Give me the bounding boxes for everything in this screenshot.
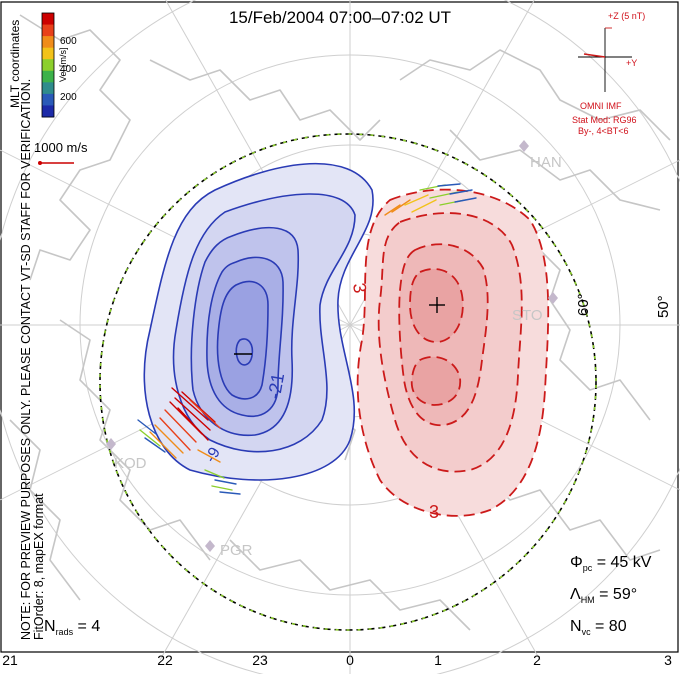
nrads-value: = 4 bbox=[77, 618, 101, 635]
nrads-sub: rads bbox=[55, 627, 74, 638]
colorbar-tick-400: 400 bbox=[60, 64, 77, 75]
stat-model: Stat Mod: RG96 bbox=[572, 115, 637, 125]
hm-boundary bbox=[99, 133, 597, 631]
colorbar-segment bbox=[42, 93, 54, 106]
imf-scale-label: +Z (5 nT) bbox=[608, 11, 646, 21]
nrads-symbol: N bbox=[44, 618, 56, 635]
colorbar-segment bbox=[42, 82, 54, 95]
colorbar-tick-200: 200 bbox=[60, 92, 77, 103]
phi-symbol: Φ bbox=[570, 554, 583, 571]
potential-extrema bbox=[234, 297, 445, 355]
mlt-tick-3: 3 bbox=[664, 652, 672, 668]
reference-vector-label: 1000 m/s bbox=[34, 140, 88, 155]
imf-source: OMNI IMF bbox=[580, 101, 622, 111]
mlt-tick-22: 22 bbox=[157, 652, 173, 668]
colorbar-segment bbox=[42, 59, 54, 72]
negative-cell bbox=[143, 162, 374, 481]
stat-phi-pc: Φpc = 45 kV bbox=[570, 554, 651, 573]
radar-label-sto: STO bbox=[512, 307, 543, 324]
colorbar bbox=[42, 13, 54, 118]
mlt-tick-1: 1 bbox=[434, 652, 442, 668]
colorbar-segment bbox=[42, 47, 54, 60]
preview-note: NOTE: FOR PREVIEW PURPOSES ONLY. PLEASE … bbox=[19, 0, 46, 640]
phi-value: = 45 kV bbox=[596, 554, 652, 571]
stat-n-rads: Nrads = 4 bbox=[44, 618, 100, 637]
nvc-symbol: N bbox=[570, 618, 582, 635]
contour-label-pos: 3 bbox=[349, 281, 370, 294]
lambda-symbol: Λ bbox=[570, 586, 581, 603]
imf-clock bbox=[578, 27, 632, 92]
nvc-value: = 80 bbox=[595, 618, 627, 635]
radar-label-kod: KOD bbox=[114, 455, 147, 472]
positive-cell bbox=[356, 188, 550, 517]
lat-label-50: 50° bbox=[655, 295, 672, 318]
map-title: 15/Feb/2004 07:00–07:02 UT bbox=[228, 8, 452, 27]
colorbar-title: MLT coordinates bbox=[8, 19, 22, 108]
colorbar-segment bbox=[42, 70, 54, 83]
colorbar-segment bbox=[42, 13, 54, 26]
fit-order-note: FitOrder: 8, mapEX format bbox=[32, 493, 46, 640]
imf-y-label: +Y bbox=[626, 58, 638, 68]
mlt-tick-21: 21 bbox=[2, 652, 18, 668]
stat-lambda-hm: ΛHM = 59° bbox=[570, 586, 637, 605]
plot-frame bbox=[0, 1, 679, 653]
mlt-tick-2: 2 bbox=[533, 652, 541, 668]
stat-n-vc: Nvc = 80 bbox=[570, 618, 627, 637]
radar-label-han: HAN bbox=[530, 154, 562, 171]
colorbar-tick-600: 600 bbox=[60, 36, 77, 47]
phi-sub: pc bbox=[582, 563, 593, 574]
radar-label-pgr: PGR bbox=[220, 542, 253, 559]
contour-label-pos2: 3 bbox=[429, 502, 439, 522]
contour-label-neg: -21 bbox=[264, 372, 288, 401]
imf-condition: By-, 4<BT<6 bbox=[578, 126, 629, 136]
mlt-tick-0: 0 bbox=[346, 652, 354, 668]
nvc-sub: vc bbox=[581, 627, 591, 638]
velocity-vectors bbox=[137, 183, 477, 495]
lambda-sub: HM bbox=[580, 595, 595, 606]
colorbar-segment bbox=[42, 105, 54, 118]
colorbar-segment bbox=[42, 24, 54, 37]
lat-label-60: 60° bbox=[575, 293, 592, 316]
radar-markers bbox=[106, 140, 558, 552]
coastlines bbox=[9, 14, 671, 631]
lambda-value: = 59° bbox=[599, 586, 638, 603]
colorbar-segment bbox=[42, 36, 54, 49]
mlt-tick-23: 23 bbox=[252, 652, 268, 668]
